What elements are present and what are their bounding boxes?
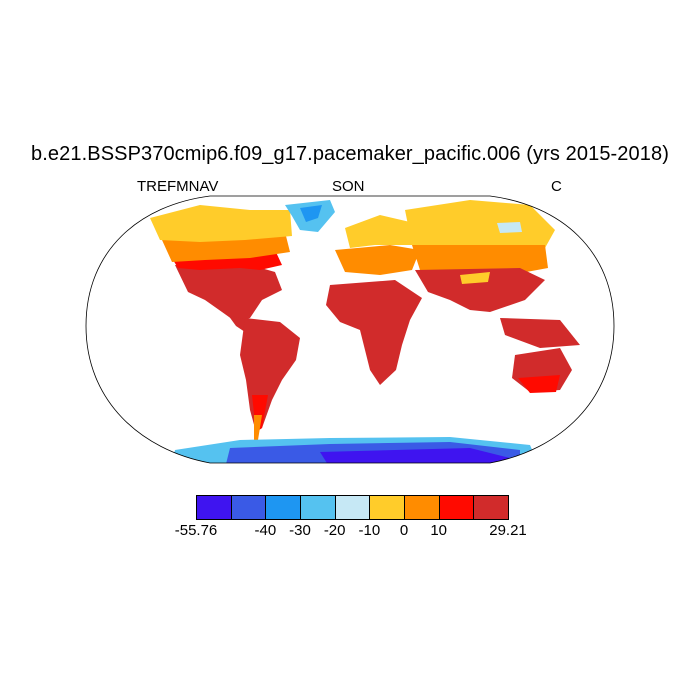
- tibet: [460, 272, 490, 284]
- colorbar-tick-label: -55.76: [174, 522, 218, 539]
- africa: [326, 280, 422, 385]
- colorbar-swatch: [300, 495, 336, 520]
- colorbar-tick-label: -10: [358, 522, 381, 539]
- colorbar-swatch: [265, 495, 301, 520]
- asia-mid: [412, 245, 548, 275]
- colorbar-tick-label: 29.21: [489, 522, 527, 539]
- colorbar-swatch: [334, 495, 371, 520]
- colorbar-tick-label: 0: [399, 522, 409, 539]
- colorbar-swatch: [230, 495, 267, 520]
- australia-south: [518, 375, 560, 393]
- greenland-core: [300, 205, 322, 222]
- colorbar-swatch: [196, 495, 232, 520]
- north-america-cold: [150, 205, 292, 242]
- colorbar-swatch: [369, 495, 405, 520]
- colorbar-tick-label: -40: [254, 522, 277, 539]
- asia-north: [405, 200, 555, 250]
- maritime-continent: [500, 318, 580, 348]
- colorbar: [196, 495, 509, 520]
- plot-title: b.e21.BSSP370cmip6.f09_g17.pacemaker_pac…: [31, 143, 669, 165]
- map-border: [85, 195, 615, 464]
- colorbar-swatch: [473, 495, 509, 520]
- colorbar-tick-label: -20: [323, 522, 346, 539]
- season-label: SON: [332, 178, 365, 195]
- europe-north: [345, 215, 415, 248]
- antarctica-core: [320, 448, 510, 463]
- colorbar-swatch: [404, 495, 440, 520]
- asia-south: [415, 268, 545, 312]
- land-temperature-field: [150, 200, 580, 463]
- europe: [335, 245, 420, 275]
- colorbar-swatch: [438, 495, 475, 520]
- units-label: C: [551, 178, 562, 195]
- variable-name-label: TREFMNAV: [137, 178, 219, 195]
- colorbar-tick-label: 10: [430, 522, 447, 539]
- patagonia: [254, 415, 262, 440]
- north-america-warm: [175, 262, 282, 322]
- siberia-cold: [497, 222, 522, 233]
- south-america: [240, 318, 300, 432]
- colorbar-tick-label: -30: [289, 522, 311, 539]
